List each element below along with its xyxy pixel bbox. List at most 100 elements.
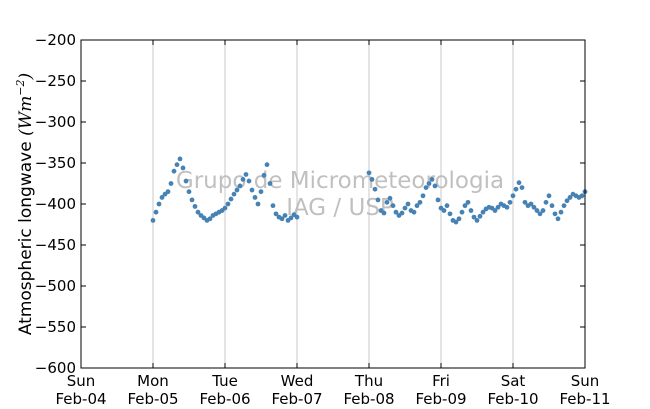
data-point	[540, 208, 546, 213]
data-point	[168, 181, 174, 186]
x-tick-day: Thu	[354, 372, 383, 390]
data-point	[465, 199, 471, 205]
data-point	[423, 185, 429, 191]
data-point	[456, 216, 462, 222]
data-point	[420, 193, 426, 199]
data-point	[240, 177, 246, 182]
y-tick-label: −600	[35, 359, 76, 377]
data-point	[174, 162, 180, 168]
data-point	[255, 201, 261, 207]
data-point	[282, 213, 288, 218]
data-point	[477, 213, 483, 219]
data-point	[426, 181, 432, 186]
data-point	[228, 196, 234, 202]
data-point	[375, 197, 381, 203]
data-point	[531, 204, 537, 210]
data-point	[468, 208, 474, 213]
data-point	[471, 214, 477, 220]
data-point	[429, 177, 435, 182]
data-point	[207, 216, 213, 222]
data-point	[222, 205, 228, 211]
data-point	[417, 199, 423, 205]
y-axis: −200 −250 −300 −350 −400 −450 −500 −550 −600	[35, 31, 585, 377]
data-point	[414, 203, 420, 209]
data-point	[231, 191, 237, 197]
x-tick-day: Tue	[211, 372, 238, 390]
data-point	[261, 172, 267, 178]
data-point	[270, 203, 276, 209]
y-axis-title: Atmospheric longwave (Wm−2)	[14, 73, 36, 335]
data-point	[555, 216, 561, 222]
data-point	[537, 211, 543, 217]
x-tick-day: Sun	[67, 372, 96, 390]
data-point	[390, 203, 396, 209]
x-tick-date: Feb-06	[199, 390, 250, 408]
data-point	[534, 208, 540, 213]
vertical-grid	[152, 40, 514, 368]
data-point	[561, 203, 567, 209]
data-point	[177, 156, 183, 162]
x-tick-day: Fri	[432, 372, 450, 390]
data-point	[156, 201, 162, 207]
data-point	[171, 168, 177, 174]
data-point	[369, 177, 375, 182]
y-tick-label: −300	[35, 113, 76, 131]
data-point	[279, 216, 285, 222]
data-point	[444, 203, 450, 209]
data-point	[195, 209, 201, 215]
data-point	[435, 197, 441, 203]
data-points	[150, 156, 588, 225]
watermark-line-1: Grupo de Micrometeorologia	[176, 168, 504, 194]
data-point	[384, 199, 390, 205]
data-point	[258, 189, 264, 195]
x-tick-date: Feb-11	[559, 390, 610, 408]
data-point	[522, 199, 528, 205]
data-point	[552, 211, 558, 217]
y-tick-label: −450	[35, 236, 76, 254]
data-point	[411, 209, 417, 215]
data-point	[543, 199, 549, 205]
y-tick-label: −500	[35, 277, 76, 295]
data-point	[165, 189, 171, 195]
data-point	[237, 183, 243, 189]
data-point	[402, 205, 408, 211]
data-point	[186, 189, 192, 195]
data-point	[372, 186, 378, 192]
data-point	[246, 178, 252, 184]
data-point	[459, 209, 465, 215]
data-point	[288, 215, 294, 221]
y-tick-label: −250	[35, 72, 76, 90]
data-point	[180, 165, 186, 171]
data-point	[504, 204, 510, 210]
x-tick-date: Feb-04	[55, 390, 106, 408]
data-point	[189, 197, 195, 203]
data-point	[150, 218, 156, 223]
data-point	[159, 195, 165, 200]
data-point	[579, 193, 585, 199]
data-point	[474, 218, 480, 223]
data-point	[273, 211, 279, 217]
x-tick-day: Sat	[501, 372, 526, 390]
data-point	[381, 210, 387, 216]
data-point	[558, 209, 564, 215]
data-point	[405, 201, 411, 207]
x-tick-date: Feb-10	[487, 390, 538, 408]
data-point	[366, 170, 372, 176]
data-point	[243, 172, 249, 177]
y-tick-label: −400	[35, 195, 76, 213]
x-tick-date: Feb-05	[127, 390, 178, 408]
data-point	[519, 185, 525, 191]
data-point	[192, 204, 198, 209]
data-point	[546, 193, 552, 199]
y-axis-unit-base: Wm	[16, 96, 36, 130]
data-point	[549, 203, 555, 209]
data-point	[495, 204, 501, 210]
x-tick-date: Feb-07	[271, 390, 322, 408]
y-tick-label: −350	[35, 154, 76, 172]
y-axis-unit-open: (	[16, 129, 36, 136]
data-point	[510, 193, 516, 199]
data-point	[567, 195, 573, 200]
x-axis: SunFeb-04MonFeb-05TueFeb-06WedFeb-07ThuF…	[55, 40, 611, 408]
x-tick-date: Feb-08	[343, 390, 394, 408]
